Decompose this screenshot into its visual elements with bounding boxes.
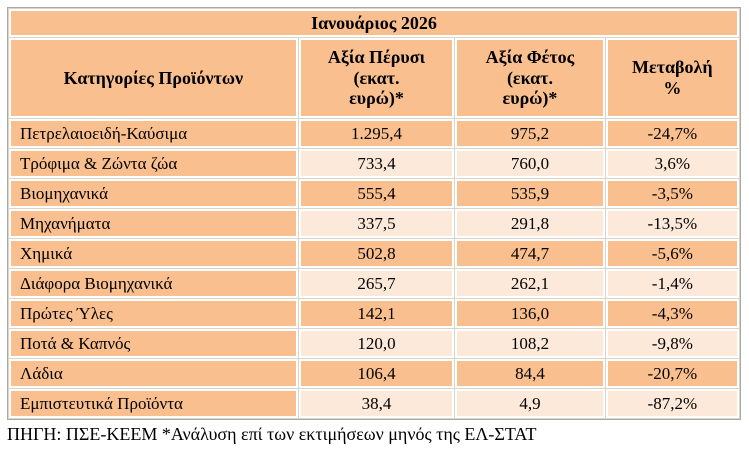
value-this-year-cell: 84,4 <box>455 359 605 388</box>
value-last-year-cell: 142,1 <box>298 299 455 328</box>
category-cell: Βιομηχανικά <box>9 179 298 208</box>
change-cell: -24,7% <box>605 119 739 148</box>
change-cell: -3,5% <box>605 179 739 208</box>
column-header-change-percent: Μεταβολή % <box>605 38 739 118</box>
category-cell: Λάδια <box>9 359 298 388</box>
table-row: Εμπιστευτικά Προϊόντα 38,4 4,9 -87,2% <box>9 389 739 418</box>
value-this-year-cell: 262,1 <box>455 269 605 298</box>
table-row: Μηχανήματα 337,5 291,8 -13,5% <box>9 209 739 238</box>
value-last-year-cell: 555,4 <box>298 179 455 208</box>
page: Ιανουάριος 2026 Κατηγορίες Προϊόντων Αξί… <box>7 7 741 444</box>
value-this-year-cell: 474,7 <box>455 239 605 268</box>
value-this-year-cell: 136,0 <box>455 299 605 328</box>
table-row: Πετρελαιοειδή-Καύσιμα 1.295,4 975,2 -24,… <box>9 119 739 148</box>
change-cell: 3,6% <box>605 149 739 178</box>
table-row: Πρώτες Ύλες 142,1 136,0 -4,3% <box>9 299 739 328</box>
value-last-year-cell: 265,7 <box>298 269 455 298</box>
category-cell: Πρώτες Ύλες <box>9 299 298 328</box>
value-this-year-cell: 4,9 <box>455 389 605 418</box>
value-last-year-cell: 1.295,4 <box>298 119 455 148</box>
column-header-value-last-year: Αξία Πέρυσι (εκατ. ευρώ)* <box>298 38 455 118</box>
category-cell: Διάφορα Βιομηχανικά <box>9 269 298 298</box>
table-row: Ποτά & Καπνός 120,0 108,2 -9,8% <box>9 329 739 358</box>
value-this-year-cell: 535,9 <box>455 179 605 208</box>
category-cell: Ποτά & Καπνός <box>9 329 298 358</box>
change-cell: -4,3% <box>605 299 739 328</box>
table-title-row: Ιανουάριος 2026 <box>9 9 739 37</box>
value-this-year-cell: 108,2 <box>455 329 605 358</box>
table-row: Βιομηχανικά 555,4 535,9 -3,5% <box>9 179 739 208</box>
change-cell: -1,4% <box>605 269 739 298</box>
change-cell: -20,7% <box>605 359 739 388</box>
value-this-year-cell: 291,8 <box>455 209 605 238</box>
value-this-year-cell: 760,0 <box>455 149 605 178</box>
trade-values-table: Ιανουάριος 2026 Κατηγορίες Προϊόντων Αξί… <box>7 7 741 420</box>
change-cell: -5,6% <box>605 239 739 268</box>
table-row: Λάδια 106,4 84,4 -20,7% <box>9 359 739 388</box>
change-cell: -9,8% <box>605 329 739 358</box>
category-cell: Εμπιστευτικά Προϊόντα <box>9 389 298 418</box>
category-cell: Τρόφιμα & Ζώντα ζώα <box>9 149 298 178</box>
column-header-value-this-year: Αξία Φέτος (εκατ. ευρώ)* <box>455 38 605 118</box>
table-row: Διάφορα Βιομηχανικά 265,7 262,1 -1,4% <box>9 269 739 298</box>
category-cell: Χημικά <box>9 239 298 268</box>
value-last-year-cell: 733,4 <box>298 149 455 178</box>
table-title: Ιανουάριος 2026 <box>9 9 739 37</box>
table-row: Τρόφιμα & Ζώντα ζώα 733,4 760,0 3,6% <box>9 149 739 178</box>
change-cell: -87,2% <box>605 389 739 418</box>
change-cell: -13,5% <box>605 209 739 238</box>
value-last-year-cell: 106,4 <box>298 359 455 388</box>
value-last-year-cell: 38,4 <box>298 389 455 418</box>
value-last-year-cell: 337,5 <box>298 209 455 238</box>
category-cell: Πετρελαιοειδή-Καύσιμα <box>9 119 298 148</box>
value-last-year-cell: 120,0 <box>298 329 455 358</box>
source-note: ΠΗΓΗ: ΠΣΕ-ΚΕΕΜ *Ανάλυση επί των εκτιμήσε… <box>7 424 537 444</box>
column-header-category: Κατηγορίες Προϊόντων <box>9 38 298 118</box>
table-header-row: Κατηγορίες Προϊόντων Αξία Πέρυσι (εκατ. … <box>9 38 739 118</box>
category-cell: Μηχανήματα <box>9 209 298 238</box>
table-row: Χημικά 502,8 474,7 -5,6% <box>9 239 739 268</box>
value-last-year-cell: 502,8 <box>298 239 455 268</box>
value-this-year-cell: 975,2 <box>455 119 605 148</box>
